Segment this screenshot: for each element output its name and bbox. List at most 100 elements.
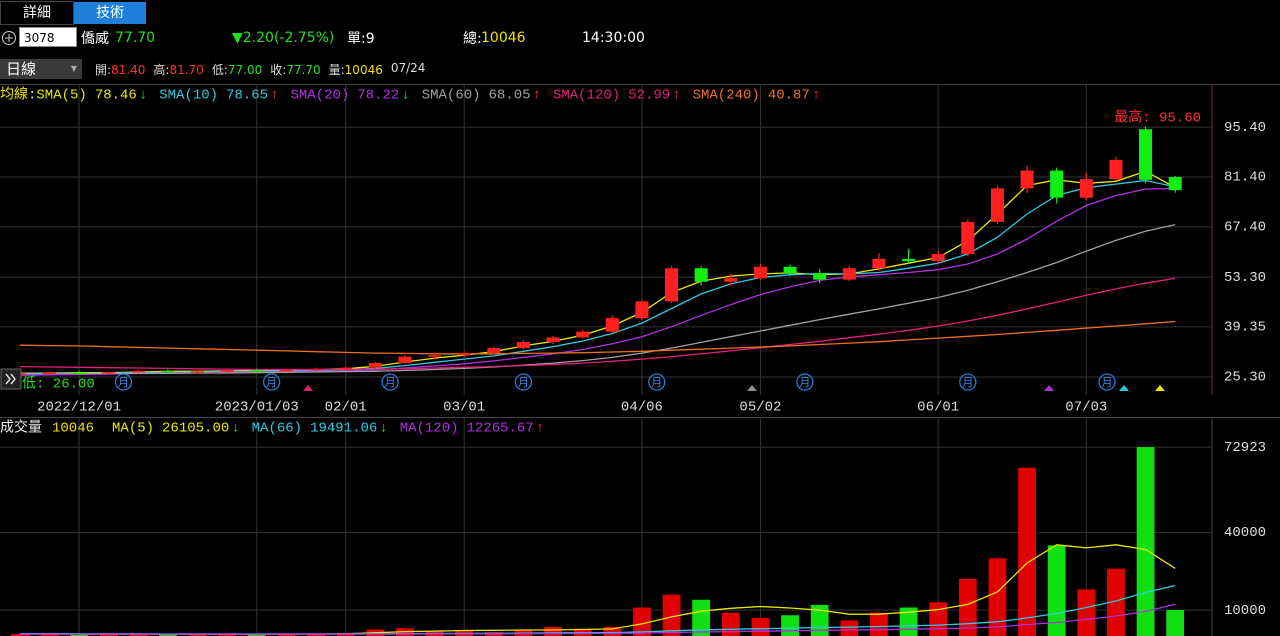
event-marker [514, 373, 533, 391]
ma-line [19, 320, 1176, 355]
event-marker [959, 373, 977, 391]
legend-text: SMA(10) [159, 88, 218, 104]
legend-text: 12265.67 [467, 421, 534, 437]
quote-bar: 3078 僑威 77.70 ▼2.20(-2.75%) 單:9 總: 10046… [0, 27, 1280, 49]
ohlc-values: 開:81.40 高:81.70 低:77.00 收:77.70 量:10046 07/24 [95, 61, 425, 78]
candle-body [428, 355, 442, 357]
y-tick-label: 95.40 [1224, 120, 1266, 136]
ohlc-label: 量: [328, 62, 345, 77]
ohlc-label: 高: [153, 62, 170, 77]
legend-text: ↓ [401, 88, 409, 104]
candle-body [398, 356, 412, 364]
event-label: 月 [518, 377, 529, 390]
candle-body [961, 221, 975, 254]
candle-body [724, 278, 738, 282]
volume-bar [159, 634, 177, 636]
y-tick-label: 10000 [1224, 603, 1266, 619]
candle-body [131, 370, 145, 373]
volume-bar [929, 602, 948, 636]
candle-body [161, 370, 175, 373]
candle-body [635, 301, 649, 319]
period-select[interactable]: 日線 ▼ [0, 59, 82, 79]
candle-body [605, 318, 619, 332]
total-label: 總: [463, 31, 482, 47]
ohlc-value: 81.70 [169, 62, 204, 77]
scroll-button [0, 368, 22, 390]
legend-text: MA(120) [400, 421, 459, 437]
candle-body [813, 273, 827, 280]
candle-body [694, 268, 708, 282]
legend-text: ↑ [533, 88, 541, 104]
candle-body [191, 371, 205, 373]
ohlc-value: 77.00 [227, 62, 263, 77]
ma-line [19, 223, 1176, 375]
legend-text: 78.46 [95, 88, 137, 104]
y-tick-label: 39.35 [1224, 320, 1266, 336]
event-label: 月 [1102, 377, 1113, 390]
volume-bar [544, 626, 562, 636]
candle-body [902, 258, 916, 262]
period-label: 日線 [6, 60, 37, 78]
dropdown-arrow: ▼ [70, 64, 77, 73]
candle-body [1139, 129, 1153, 180]
volume-bar [1136, 447, 1155, 636]
symbol-input[interactable]: 3078 [19, 27, 77, 47]
max-label: 最高: 95.60 [1114, 109, 1201, 127]
volume-bar [721, 612, 740, 636]
event-triangle [747, 385, 757, 391]
volume-bar [781, 615, 799, 636]
volume-bar [662, 594, 681, 636]
event-marker [381, 373, 399, 391]
candle-body [368, 363, 382, 368]
event-triangle [303, 385, 313, 391]
legend-text: SMA(120) [553, 88, 620, 104]
candle-body [102, 371, 116, 374]
event-marker [648, 373, 666, 391]
last-price: 77.70 [115, 30, 156, 46]
tab-active[interactable]: 技術 [74, 2, 146, 24]
candle-body [753, 266, 767, 279]
event-label: 月 [385, 377, 396, 390]
x-tick-label: 2022/12/01 [37, 400, 121, 416]
volume-bar [1047, 545, 1066, 636]
ohlc-value: 81.40 [111, 62, 146, 77]
legend-text: ↑ [812, 88, 820, 104]
volume-bar [988, 558, 1007, 636]
add-icon[interactable] [1, 30, 17, 46]
volume-bar [1166, 609, 1185, 636]
ohlc-item: 量:10046 [329, 61, 383, 78]
legend-text: 19491.06 [310, 421, 377, 437]
candle-body [1020, 170, 1034, 189]
ma-line [19, 277, 1176, 371]
volume-bar [70, 634, 88, 636]
x-tick-label: 06/01 [917, 400, 959, 416]
event-triangle [1044, 385, 1054, 391]
volume-bar [751, 617, 770, 636]
price-change: ▼2.20(-2.75%) [232, 30, 335, 46]
x-tick-label: 02/01 [325, 400, 367, 416]
legend-text: 成交量 [0, 419, 42, 437]
candle-body [842, 268, 856, 280]
legend-text: ↑ [536, 421, 544, 437]
ohlc-item: 低:77.00 [212, 61, 262, 78]
y-tick-label: 25.30 [1224, 370, 1266, 386]
volume-bar [129, 634, 148, 636]
x-tick-label: 04/06 [621, 400, 663, 416]
event-label: 月 [118, 377, 129, 390]
x-tick-label: 07/03 [1065, 400, 1107, 416]
tab[interactable]: 詳細 [0, 1, 74, 25]
candle-body [72, 372, 86, 375]
event-label: 月 [799, 377, 810, 390]
volume-bar [603, 626, 622, 636]
legend-text: SMA(20) [290, 88, 349, 104]
y-tick-label: 81.40 [1224, 170, 1266, 186]
candle-body [665, 268, 679, 302]
volume-bar [1107, 568, 1125, 636]
y-tick-label: 72923 [1224, 440, 1266, 456]
volume-bar [870, 612, 888, 636]
lot-size: 單:9 [347, 31, 375, 47]
ohlc-value: 10046 [344, 62, 383, 77]
legend-text: 均線: [0, 87, 36, 104]
volume-bar [277, 634, 296, 636]
